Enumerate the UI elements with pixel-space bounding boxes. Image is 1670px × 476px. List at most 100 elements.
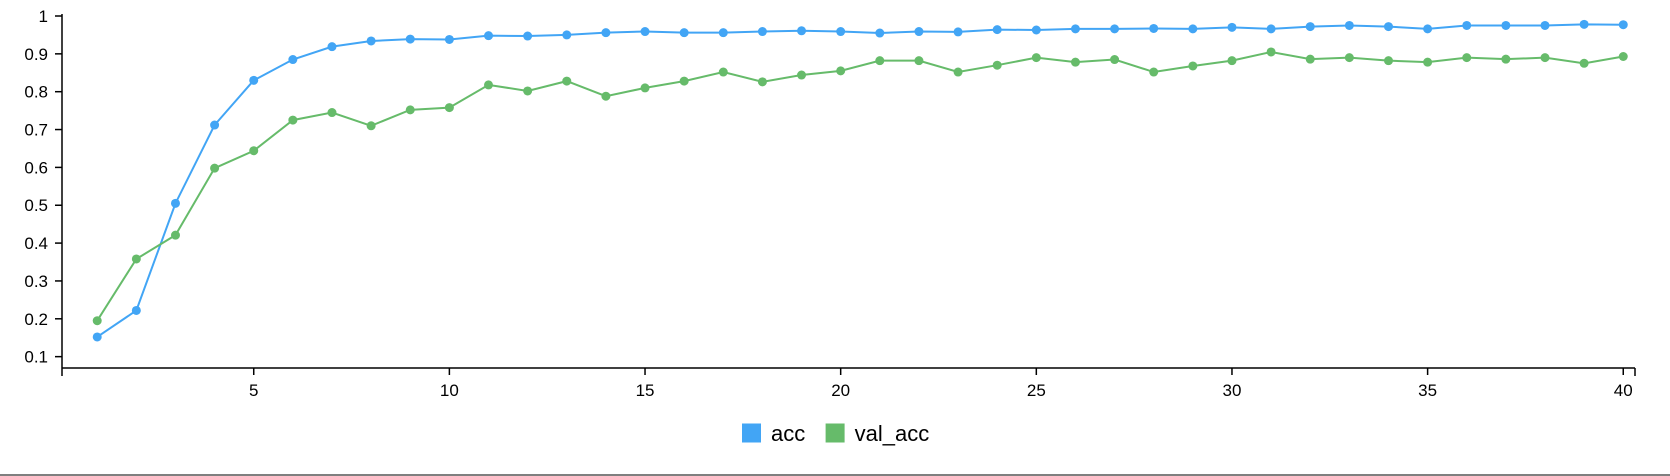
data-point-acc	[249, 75, 259, 85]
legend-swatch	[825, 423, 845, 443]
data-point-acc	[757, 27, 767, 37]
data-point-acc	[1070, 24, 1080, 34]
data-point-acc	[1305, 22, 1315, 32]
data-point-acc	[1344, 20, 1354, 30]
data-point-val_acc	[92, 316, 102, 326]
data-point-acc	[1579, 19, 1589, 29]
data-point-val_acc	[679, 76, 689, 86]
legend: acc val_acc	[742, 421, 929, 446]
data-point-acc	[1031, 25, 1041, 35]
data-point-acc	[170, 198, 180, 208]
data-point-acc	[366, 36, 376, 46]
y-tick-label: 0.8	[24, 83, 48, 102]
series-val_acc	[92, 47, 1628, 326]
data-point-acc	[210, 120, 220, 130]
data-point-acc	[875, 28, 885, 38]
y-tick-label: 0.2	[24, 310, 48, 329]
data-point-val_acc	[1227, 56, 1237, 66]
data-point-val_acc	[1031, 53, 1041, 63]
data-point-acc	[1618, 20, 1628, 30]
data-point-acc	[1149, 23, 1159, 33]
data-point-acc	[797, 26, 807, 36]
data-point-val_acc	[1618, 52, 1628, 61]
data-point-val_acc	[640, 83, 650, 93]
data-point-acc	[405, 34, 415, 44]
data-point-val_acc	[131, 254, 141, 264]
data-point-val_acc	[405, 105, 415, 115]
x-tick-label: 40	[1614, 381, 1633, 400]
data-point-val_acc	[1501, 54, 1511, 64]
data-point-val_acc	[1110, 55, 1120, 65]
data-point-acc	[1501, 20, 1511, 30]
legend-item-acc: acc	[742, 421, 805, 446]
y-tick-label: 0.9	[24, 45, 48, 64]
data-point-val_acc	[484, 80, 494, 90]
data-point-acc	[1227, 22, 1237, 32]
data-point-acc	[92, 332, 102, 342]
data-point-val_acc	[170, 230, 180, 240]
data-point-val_acc	[366, 121, 376, 131]
y-axis: 0.1 0.2 0.3 0.4 0.5 0.6 0.7 0.8 0.9 1	[24, 7, 63, 368]
data-point-acc	[836, 27, 846, 37]
series-layer	[92, 19, 1628, 342]
data-point-acc	[327, 42, 337, 52]
legend-item-val_acc: val_acc	[825, 421, 930, 446]
legend-label: acc	[771, 421, 805, 446]
data-point-val_acc	[1188, 61, 1198, 71]
x-tick-label: 20	[831, 381, 850, 400]
data-point-val_acc	[914, 56, 924, 66]
data-point-acc	[640, 27, 650, 37]
x-tick-label: 15	[636, 381, 655, 400]
x-tick-label: 35	[1418, 381, 1437, 400]
data-point-val_acc	[757, 77, 767, 87]
series-acc	[92, 19, 1628, 342]
data-point-val_acc	[1149, 67, 1159, 77]
data-point-acc	[562, 30, 572, 40]
y-tick-label: 0.3	[24, 272, 48, 291]
data-point-acc	[914, 27, 924, 37]
data-point-val_acc	[718, 67, 728, 77]
data-point-acc	[992, 25, 1002, 35]
data-point-val_acc	[249, 146, 259, 156]
data-point-val_acc	[601, 91, 611, 101]
data-point-val_acc	[1423, 57, 1433, 67]
data-point-acc	[1423, 24, 1433, 34]
data-point-acc	[523, 31, 533, 41]
data-point-acc	[288, 55, 298, 65]
data-point-acc	[1188, 24, 1198, 34]
data-point-val_acc	[523, 86, 533, 96]
data-point-val_acc	[1462, 53, 1472, 63]
data-point-val_acc	[992, 60, 1002, 70]
data-point-acc	[953, 27, 963, 37]
series-line-val_acc	[96, 50, 1624, 322]
x-tick-label: 30	[1223, 381, 1242, 400]
data-point-acc	[1462, 20, 1472, 30]
data-point-val_acc	[444, 103, 454, 113]
data-point-val_acc	[1344, 53, 1354, 63]
data-point-val_acc	[836, 66, 846, 76]
y-tick-label: 0.1	[24, 348, 48, 367]
data-point-val_acc	[562, 76, 572, 86]
data-point-val_acc	[327, 108, 337, 118]
y-tick-label: 0.4	[24, 234, 48, 253]
x-tick-label: 25	[1027, 381, 1046, 400]
legend-swatch	[742, 423, 761, 443]
data-point-acc	[1540, 20, 1550, 30]
data-point-val_acc	[797, 70, 807, 80]
x-axis: 5 10 15 20 25 30 35 40	[61, 367, 1636, 400]
y-tick-label: 0.7	[24, 121, 48, 140]
data-point-acc	[1110, 24, 1120, 34]
legend-label: val_acc	[855, 421, 930, 446]
x-tick-label: 10	[440, 381, 459, 400]
data-point-val_acc	[1383, 56, 1393, 66]
data-point-val_acc	[1305, 54, 1315, 64]
x-tick-label: 5	[249, 381, 258, 400]
data-point-val_acc	[1070, 57, 1080, 67]
y-tick-label: 0.6	[24, 158, 48, 177]
y-tick-label: 0.5	[24, 196, 48, 215]
data-point-acc	[131, 305, 141, 315]
data-point-val_acc	[288, 115, 298, 125]
data-point-acc	[718, 28, 728, 38]
data-point-val_acc	[1266, 47, 1276, 57]
